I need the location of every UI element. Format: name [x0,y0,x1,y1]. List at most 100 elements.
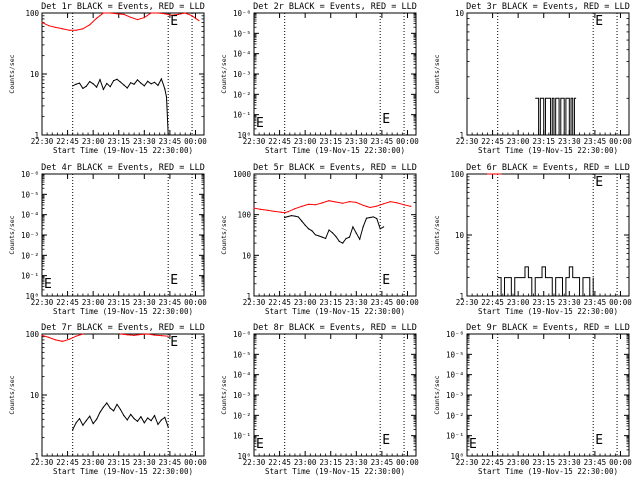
x-tick-label: 22:45 [481,298,504,307]
series-2-point [352,226,354,228]
chart-panel-2: Det 2r BLACK = Events, RED = LLD 10⁰ 10⁻¹ 1… [220,2,419,155]
series-1-point [157,12,159,14]
series-2-point [301,220,303,222]
series-3-point [147,417,149,419]
series-3-point [82,424,84,426]
series-2-point [116,78,118,80]
series-3-point [160,419,162,421]
event-marker-e-left: E [256,116,264,131]
series-1-point [490,173,492,175]
series-2-line [72,77,169,136]
series-1-point [280,211,282,213]
series-3-point [78,418,81,420]
series-2-point [348,236,351,238]
x-axis-label: Start Time (19-Nov-15 22:30:00) [53,146,193,155]
series-2-point [383,226,385,228]
series-1-point [61,28,64,30]
x-tick-label: 23:30 [133,298,156,307]
series-1-point [68,338,70,340]
chart-title: Det 7r BLACK = Events, RED = LLD [41,323,205,333]
x-tick-label: 23:00 [507,458,530,467]
y-tick-label: 10⁻⁶ [233,9,251,18]
series-1-point [191,15,193,17]
series-1-point [376,205,378,207]
y-tick-label: 1 [34,452,39,461]
series-2-point [109,86,111,88]
series-2-point [85,85,87,87]
series-1-point [348,200,351,203]
chart-title: Det 8r BLACK = Events, RED = LLD [253,323,417,333]
x-tick-label: 22:30 [456,458,479,467]
series-1-point [102,12,104,14]
y-tick-label: 10⁻⁶ [233,330,251,339]
y-tick-label: 1000 [233,170,252,179]
y-tick-label: 10 [30,391,40,400]
x-tick-label: 22:45 [481,137,504,146]
x-tick-label: 23:15 [107,298,130,307]
series-2-point [369,216,371,219]
x-tick-label: 00:00 [396,137,419,146]
series-2-point [133,83,135,85]
plot-frame [253,333,417,457]
x-tick-label: 22:30 [31,458,54,467]
chart-title: Det 5r BLACK = Events, RED = LLD [253,163,417,173]
x-tick-label: 22:45 [56,458,79,467]
series-2-point [75,83,77,85]
series-2-point [126,87,128,89]
series-1-point [123,13,125,15]
chart-panel-4: Det 4r BLACK = Events, RED = LLD 10⁰ 10⁻¹ 1… [8,163,207,316]
y-tick-label: 1 [459,131,464,140]
series-3-point [126,419,128,421]
series-1-point [109,12,111,14]
chart-title: Det 2r BLACK = Events, RED = LLD [253,2,417,12]
series-2-point [140,82,142,84]
series-3-point [119,408,122,411]
x-tick-label: 23:45 [371,137,394,146]
series-1-point [365,205,368,207]
x-tick-label: 22:45 [481,458,504,467]
series-1-point [55,26,57,29]
x-tick-label: 00:00 [609,458,632,467]
series-3-point [130,413,132,416]
event-marker-e: E [382,112,390,127]
series-2-point [314,234,316,236]
series-2-point [126,334,128,336]
plot-frame [41,12,205,136]
y-tick-label: 1 [34,131,39,140]
series-1-point [321,202,323,204]
series-3-line [72,402,169,430]
y-tick-label: 10 [455,9,465,18]
x-tick-label: 23:15 [532,137,555,146]
chart-panel-8: Det 8r BLACK = Events, RED = LLD 10⁰ 10⁻¹ 1… [220,323,419,476]
x-tick-label: 22:30 [456,298,479,307]
series-1-point [284,212,286,214]
x-tick-label: 23:45 [584,137,607,146]
series-2-point [136,79,139,81]
series-2-point [362,226,364,228]
y-tick-label: 1 [246,292,251,301]
y-tick-label: 100 [25,9,39,18]
series-1-point [359,203,361,205]
x-tick-label: 23:45 [584,458,607,467]
series-1-point [95,17,98,19]
series-1-point [389,200,392,203]
series-1-point [75,29,77,31]
y-tick-label: 10⁻⁵ [446,350,464,359]
series-2-point [140,333,142,336]
y-axis-label: Counts/sec [8,215,16,254]
series-2-point [376,218,378,220]
series-1-line [41,333,84,342]
x-tick-label: 23:15 [319,137,342,146]
series-3-point [72,429,74,431]
series-1-point [342,202,344,204]
series-1-line [535,97,577,136]
x-axis-label: Start Time (19-Nov-15 22:30:00) [265,467,405,476]
series-2-point [307,228,310,230]
y-tick-label: 10⁻¹ [233,432,251,441]
series-1-point [273,210,276,213]
x-tick-label: 23:30 [345,458,368,467]
x-tick-label: 00:00 [609,298,632,307]
x-tick-label: 00:00 [609,137,632,146]
series-3-point [143,422,145,424]
series-3-point [92,422,94,425]
